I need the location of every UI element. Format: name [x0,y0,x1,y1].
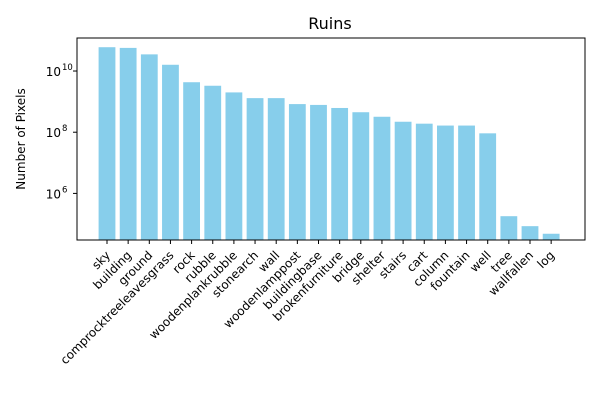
bar-fountain [458,125,475,240]
bar-tree [500,216,518,240]
bar-building [119,47,137,240]
x-tick-label: log [534,248,557,271]
y-tick-label: 10 [46,65,61,79]
y-axis-label: Number of Pixels [14,88,28,189]
bar-rubble [204,85,222,240]
bar-sky [98,47,116,241]
bar-shelter [373,116,391,240]
y-tick-exponent: 10 [62,63,73,73]
bar-log [542,233,560,240]
bar-well [479,133,497,240]
y-tick-base: 10 [46,65,61,79]
bar-ground [140,54,158,241]
bar-buildingbase [310,104,327,240]
bar-stonearch [246,98,264,240]
x-ticks-group: skybuildinggroundcomprocktreeleavesgrass… [58,240,557,367]
y-tick-label: 10 [46,126,61,140]
y-tick-exponent: 6 [62,185,67,195]
bars-group [98,47,560,241]
x-tick-label: well [467,248,494,275]
chart-title: Ruins [308,14,351,33]
y-tick-base: 10 [46,187,61,201]
y-tick-base: 10 [46,126,61,140]
y-tick-exponent: 8 [62,124,67,134]
bar-woodenlamppost [288,104,306,240]
bar-comprocktreeleavesgrass [162,64,179,241]
plot-frame [76,37,586,241]
y-tick-label: 10 [46,187,61,201]
bar-wallfallen [521,226,539,240]
bar-woodenplankrubble [225,92,243,240]
bar-bridge [352,112,370,240]
bar-rock [183,82,200,240]
bar-brokenfurniture [331,107,349,240]
bar-cart [415,123,433,240]
bar-wall [267,98,285,240]
bar-stairs [394,121,412,240]
bar-column [437,125,454,240]
